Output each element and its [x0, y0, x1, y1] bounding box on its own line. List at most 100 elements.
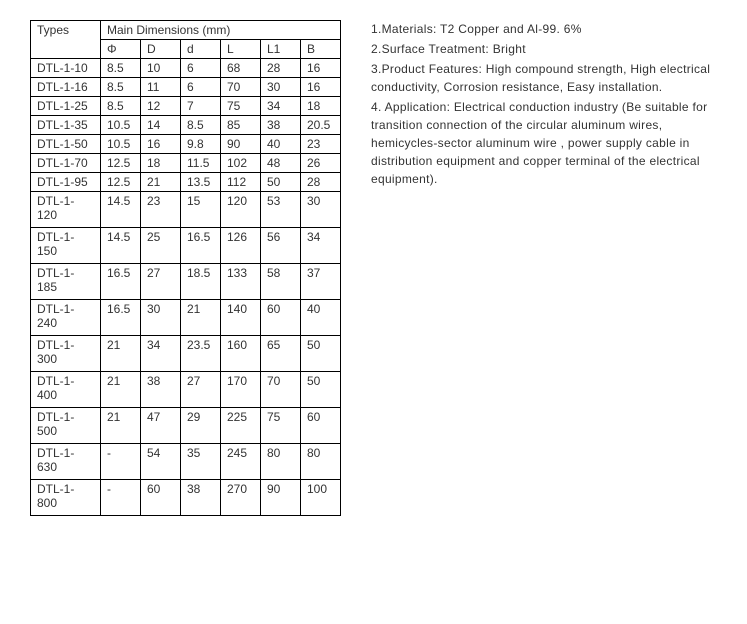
note-item: 2.Surface Treatment: Bright — [371, 40, 717, 58]
note-number: 3. — [371, 62, 382, 76]
cell-type: DTL-1-500 — [31, 408, 101, 444]
table-row: DTL-1-7012.51811.51024826 — [31, 154, 341, 173]
cell-value: 50 — [261, 173, 301, 192]
cell-value: 112 — [221, 173, 261, 192]
cell-value: 68 — [221, 59, 261, 78]
cell-value: 30 — [141, 300, 181, 336]
cell-value: 6 — [181, 59, 221, 78]
cell-value: 9.8 — [181, 135, 221, 154]
cell-value: - — [101, 480, 141, 516]
cell-value: 8.5 — [101, 78, 141, 97]
column-header: Φ — [101, 40, 141, 59]
cell-type: DTL-1-70 — [31, 154, 101, 173]
cell-value: 14.5 — [101, 192, 141, 228]
cell-value: 54 — [141, 444, 181, 480]
cell-type: DTL-1-10 — [31, 59, 101, 78]
cell-value: 23.5 — [181, 336, 221, 372]
cell-value: 30 — [301, 192, 341, 228]
table-row: DTL-1-300213423.51606550 — [31, 336, 341, 372]
cell-value: 50 — [301, 372, 341, 408]
cell-type: DTL-1-25 — [31, 97, 101, 116]
cell-type: DTL-1-240 — [31, 300, 101, 336]
cell-value: 21 — [181, 300, 221, 336]
note-item: 4. Application: Electrical conduction in… — [371, 98, 717, 188]
cell-value: 8.5 — [101, 97, 141, 116]
cell-value: 11.5 — [181, 154, 221, 173]
cell-value: 270 — [221, 480, 261, 516]
cell-value: 28 — [301, 173, 341, 192]
cell-value: 18 — [141, 154, 181, 173]
cell-value: 102 — [221, 154, 261, 173]
cell-value: 18.5 — [181, 264, 221, 300]
cell-value: 20.5 — [301, 116, 341, 135]
cell-value: 26 — [301, 154, 341, 173]
note-number: 2. — [371, 42, 382, 56]
cell-value: 25 — [141, 228, 181, 264]
cell-value: 28 — [261, 59, 301, 78]
cell-value: 100 — [301, 480, 341, 516]
cell-type: DTL-1-35 — [31, 116, 101, 135]
cell-value: 6 — [181, 78, 221, 97]
cell-type: DTL-1-400 — [31, 372, 101, 408]
cell-value: 12.5 — [101, 173, 141, 192]
cell-value: 53 — [261, 192, 301, 228]
cell-value: 14 — [141, 116, 181, 135]
cell-value: 21 — [101, 372, 141, 408]
cell-value: 90 — [261, 480, 301, 516]
table-row: DTL-1-5010.5169.8904023 — [31, 135, 341, 154]
cell-value: 225 — [221, 408, 261, 444]
cell-value: 8.5 — [101, 59, 141, 78]
note-text: Product Features: High compound strength… — [371, 62, 710, 94]
note-item: 3.Product Features: High compound streng… — [371, 60, 717, 96]
cell-type: DTL-1-16 — [31, 78, 101, 97]
table-row: DTL-1-12014.523151205330 — [31, 192, 341, 228]
header-main-dimensions: Main Dimensions (mm) — [101, 21, 341, 40]
cell-value: 90 — [221, 135, 261, 154]
cell-value: 21 — [101, 408, 141, 444]
cell-value: 16 — [301, 78, 341, 97]
table-row: DTL-1-5002147292257560 — [31, 408, 341, 444]
cell-value: 16.5 — [101, 264, 141, 300]
table-row: DTL-1-24016.530211406040 — [31, 300, 341, 336]
cell-type: DTL-1-50 — [31, 135, 101, 154]
note-item: 1.Materials: T2 Copper and Al-99. 6% — [371, 20, 717, 38]
page-container: Types Main Dimensions (mm) ΦDdLL1B DTL-1… — [30, 20, 717, 516]
cell-type: DTL-1-185 — [31, 264, 101, 300]
cell-value: 38 — [261, 116, 301, 135]
header-types: Types — [31, 21, 101, 59]
cell-value: 60 — [261, 300, 301, 336]
cell-value: 58 — [261, 264, 301, 300]
dimensions-table-wrap: Types Main Dimensions (mm) ΦDdLL1B DTL-1… — [30, 20, 341, 516]
table-row: DTL-1-4002138271707050 — [31, 372, 341, 408]
cell-value: 13.5 — [181, 173, 221, 192]
table-body: DTL-1-108.5106682816DTL-1-168.5116703016… — [31, 59, 341, 516]
cell-value: 47 — [141, 408, 181, 444]
column-header: L1 — [261, 40, 301, 59]
dimensions-table: Types Main Dimensions (mm) ΦDdLL1B DTL-1… — [30, 20, 341, 516]
cell-value: 56 — [261, 228, 301, 264]
cell-value: 40 — [301, 300, 341, 336]
table-row: DTL-1-258.5127753418 — [31, 97, 341, 116]
cell-type: DTL-1-300 — [31, 336, 101, 372]
cell-value: 160 — [221, 336, 261, 372]
cell-value: 12 — [141, 97, 181, 116]
note-text: Surface Treatment: Bright — [382, 42, 526, 56]
cell-value: 10.5 — [101, 135, 141, 154]
cell-value: 21 — [101, 336, 141, 372]
cell-value: 30 — [261, 78, 301, 97]
cell-value: 10.5 — [101, 116, 141, 135]
cell-value: 21 — [141, 173, 181, 192]
cell-value: 14.5 — [101, 228, 141, 264]
cell-value: 8.5 — [181, 116, 221, 135]
cell-value: 23 — [141, 192, 181, 228]
cell-value: 15 — [181, 192, 221, 228]
cell-value: 29 — [181, 408, 221, 444]
cell-type: DTL-1-95 — [31, 173, 101, 192]
cell-value: 34 — [261, 97, 301, 116]
cell-value: 16.5 — [181, 228, 221, 264]
table-row: DTL-1-18516.52718.51335837 — [31, 264, 341, 300]
cell-type: DTL-1-120 — [31, 192, 101, 228]
table-row: DTL-1-15014.52516.51265634 — [31, 228, 341, 264]
cell-value: 12.5 — [101, 154, 141, 173]
cell-value: 34 — [141, 336, 181, 372]
